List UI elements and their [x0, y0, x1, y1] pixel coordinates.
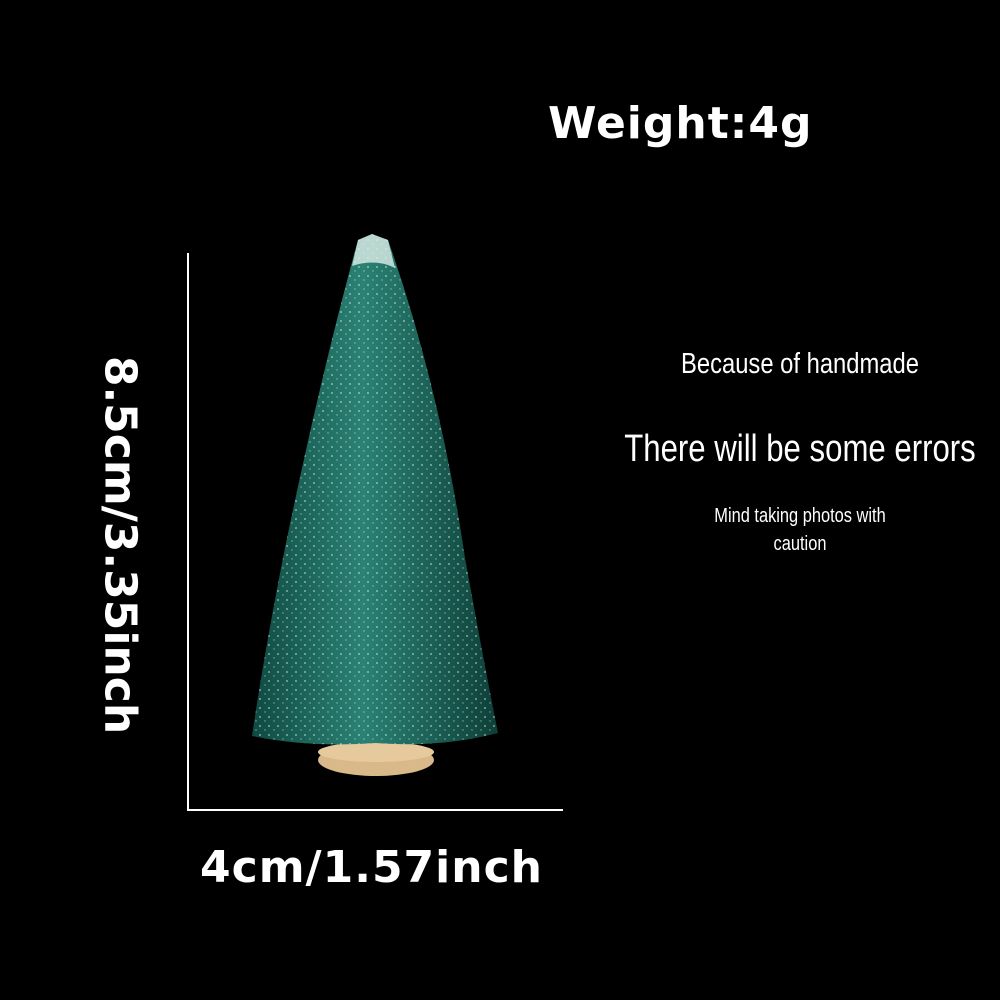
- christmas-tree-image: [252, 234, 498, 776]
- width-label: 4cm/1.57inch: [200, 842, 543, 893]
- note-photos: Mind taking photos with: [714, 505, 886, 527]
- note-caution: caution: [773, 533, 827, 555]
- note-errors: There will be some errors: [624, 428, 976, 470]
- height-label: 8.5cm/3.35inch: [94, 355, 146, 735]
- height-dimension-line: [187, 253, 189, 811]
- width-dimension-line: [187, 809, 563, 811]
- note-handmade: Because of handmade: [681, 348, 919, 380]
- weight-label: Weight:4g: [548, 98, 813, 149]
